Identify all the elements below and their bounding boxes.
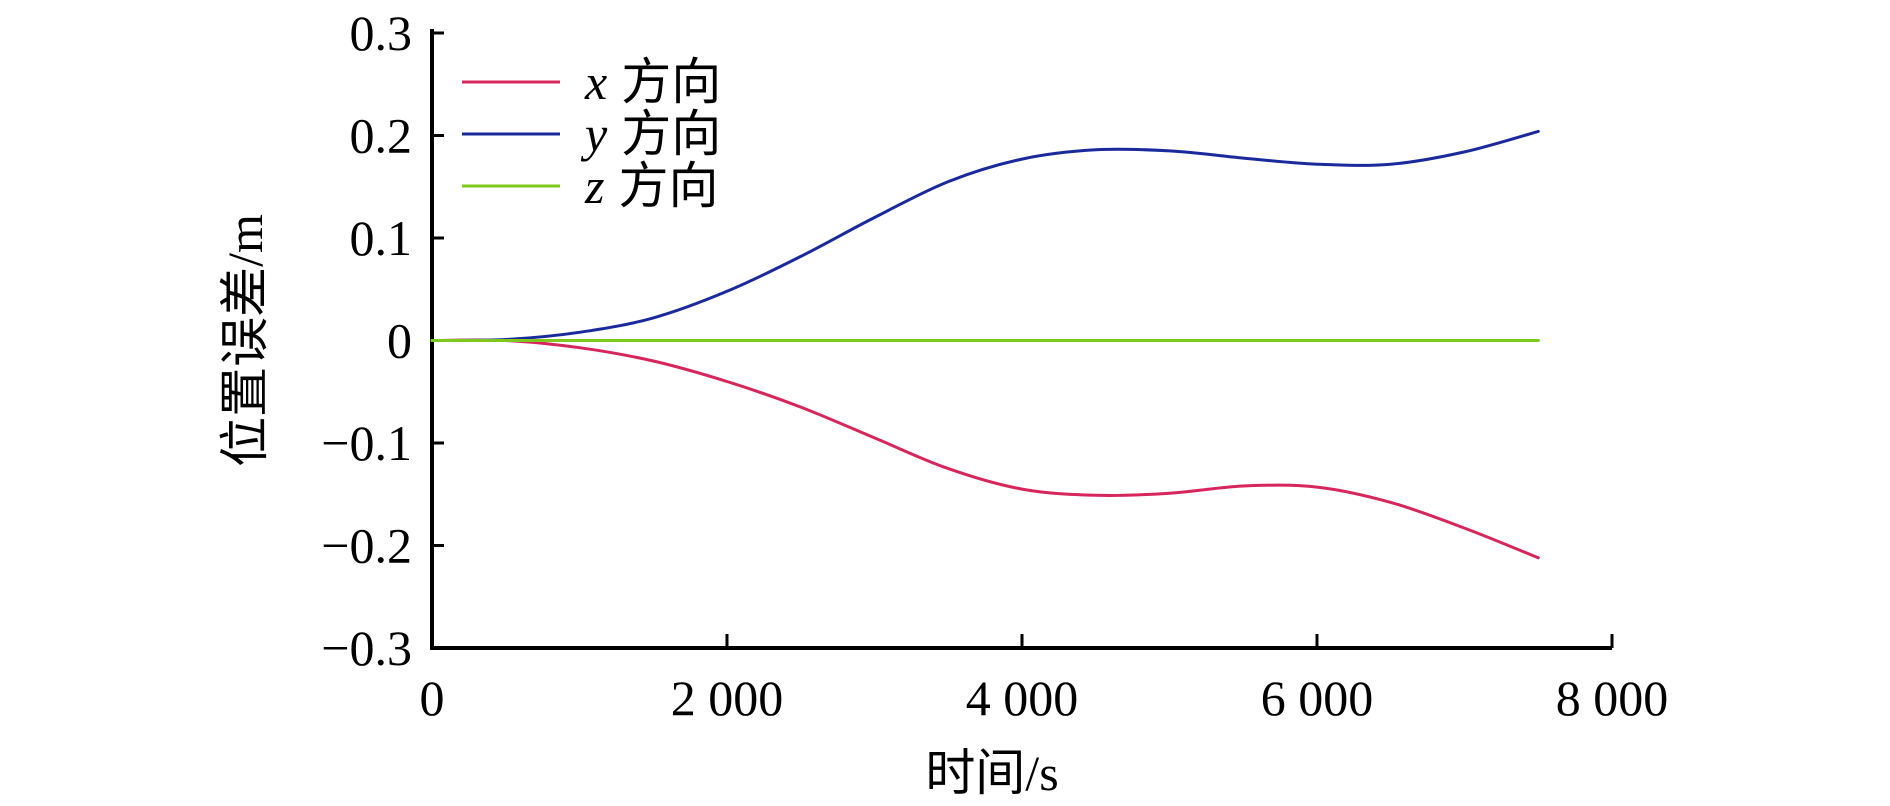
x-tick-label: 6 000 [1261,670,1374,726]
y-tick-label: 0.2 [350,108,413,164]
legend-suffix: 方向 [621,54,721,110]
series-layer [430,129,1540,560]
y-tick-label: 0 [387,313,412,369]
legend-item-z: z 方向 [462,158,718,214]
x-tick-label: 4 000 [966,670,1079,726]
x-tick-label: 0 [420,670,445,726]
legend-suffix: 方向 [618,158,718,214]
legend-variable: x [584,54,607,110]
legend-label: y 方向 [580,106,721,162]
legend-label: z 方向 [584,158,718,214]
legend-variable: z [584,158,604,214]
series-line-x [430,338,1540,560]
axes: 0.30.20.10−0.1−0.2−0.30 2 000 4 000 6 000 8 … [321,5,1668,726]
legend-label: x 方向 [584,54,721,110]
y-tick-label: −0.3 [321,620,412,676]
legend-item-x: x 方向 [462,54,721,110]
y-tick-label: 0.1 [350,210,413,266]
y-axis-title: 位置误差/m [217,214,273,467]
x-tick-label: 2 000 [671,670,784,726]
series-line-y [430,129,1540,342]
x-tick-label: 8 000 [1556,670,1669,726]
legend-suffix: 方向 [621,106,721,162]
x-axis-title: 时间/s [925,745,1058,801]
legend: x 方向y 方向z 方向 [462,54,721,214]
legend-item-y: y 方向 [462,106,721,162]
y-tick-label: −0.2 [321,518,412,574]
legend-variable: y [580,106,608,162]
y-tick-label: 0.3 [350,5,413,61]
y-tick-label: −0.1 [321,415,412,471]
